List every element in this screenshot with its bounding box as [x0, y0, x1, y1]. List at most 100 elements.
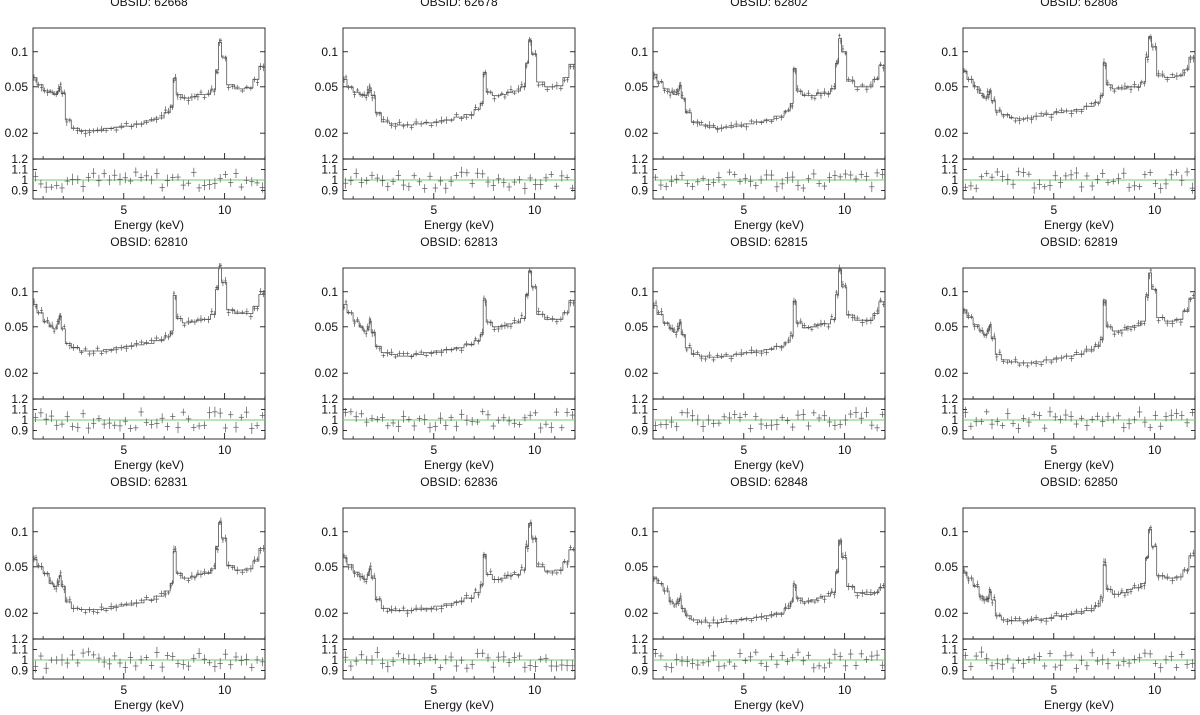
- spectrum-panel: OBSID: 62810 0.1 0.05 0.02 1.21.110.9 5 10 Ener…: [5, 235, 266, 472]
- ratio-tick-label: 1.1: [941, 403, 958, 417]
- x-tick-label: 5: [740, 203, 747, 217]
- ratio-tick-label: 1: [21, 173, 28, 187]
- spectrum-panel: OBSID: 62808 0.1 0.05 0.02 1.21.110.9 5 10 Ener…: [935, 0, 1196, 232]
- x-tick-label: 10: [218, 443, 232, 457]
- ratio-tick-label: 1.2: [11, 392, 28, 406]
- ratio-frame: [32, 158, 266, 200]
- x-axis-label: Energy (keV): [734, 698, 804, 712]
- ratio-tick-label: 0.9: [631, 664, 648, 678]
- x-tick-label: 10: [1148, 203, 1162, 217]
- y-tick-label: 0.1: [631, 525, 648, 539]
- spectrum-panel: OBSID: 62850 0.1 0.05 0.02 1.21.110.9 5 10 Ener…: [935, 475, 1196, 712]
- ratio-frame: [342, 638, 576, 680]
- ratio-frame: [342, 398, 576, 440]
- ratio-tick-label: 0.9: [941, 424, 958, 438]
- x-axis-label: Energy (keV): [424, 218, 494, 232]
- ratio-tick-label: 0.9: [321, 424, 338, 438]
- y-tick-label: 0.1: [321, 525, 338, 539]
- x-tick-label: 5: [430, 203, 437, 217]
- ratio-tick-label: 1: [331, 653, 338, 667]
- spectrum-frame: [342, 507, 576, 640]
- y-tick-label: 0.05: [5, 560, 29, 574]
- x-tick-label: 10: [838, 203, 852, 217]
- ratio-tick-label: 1.1: [11, 163, 28, 177]
- model-step-line: [963, 36, 1195, 120]
- y-tick-label: 0.05: [625, 320, 649, 334]
- x-tick-label: 5: [120, 683, 127, 697]
- y-tick-label: 0.1: [631, 45, 648, 59]
- ratio-tick-label: 1.2: [11, 152, 28, 166]
- y-tick-label: 0.02: [315, 606, 339, 620]
- panel-title: OBSID: 62810: [110, 235, 188, 249]
- ratio-tick-label: 1: [21, 653, 28, 667]
- spectrum-frame: [342, 267, 576, 400]
- model-step-line: [33, 522, 265, 610]
- x-axis-label: Energy (keV): [1044, 698, 1114, 712]
- spectrum-panel: OBSID: 62678 0.1 0.05 0.02 1.21.110.9 5 10 Ener…: [315, 0, 576, 232]
- ratio-tick-label: 1: [331, 173, 338, 187]
- ratio-tick-label: 1.1: [11, 403, 28, 417]
- y-tick-label: 0.05: [625, 560, 649, 574]
- y-tick-label: 0.02: [5, 126, 29, 140]
- x-tick-label: 10: [838, 683, 852, 697]
- x-tick-label: 10: [838, 443, 852, 457]
- model-step-line: [343, 523, 575, 612]
- y-tick-label: 0.1: [11, 285, 28, 299]
- ratio-tick-label: 1.1: [631, 643, 648, 657]
- ratio-tick-label: 1: [641, 173, 648, 187]
- x-tick-label: 5: [120, 203, 127, 217]
- y-tick-label: 0.02: [625, 126, 649, 140]
- ratio-frame: [652, 638, 886, 680]
- x-tick-label: 5: [740, 683, 747, 697]
- ratio-tick-label: 1.2: [321, 152, 338, 166]
- ratio-tick-label: 1: [951, 653, 958, 667]
- spectrum-frame: [32, 507, 266, 640]
- x-tick-label: 5: [120, 443, 127, 457]
- ratio-frame: [652, 158, 886, 200]
- y-tick-label: 0.1: [321, 45, 338, 59]
- y-tick-label: 0.1: [321, 285, 338, 299]
- x-axis-label: Energy (keV): [114, 218, 184, 232]
- model-step-line: [653, 38, 885, 129]
- spectrum-frame: [32, 27, 266, 160]
- x-tick-label: 10: [1148, 683, 1162, 697]
- spectrum-frame: [652, 27, 886, 160]
- ratio-tick-label: 0.9: [631, 424, 648, 438]
- ratio-frame: [962, 158, 1196, 200]
- ratio-tick-label: 1.1: [941, 643, 958, 657]
- ratio-tick-label: 1.2: [941, 392, 958, 406]
- spectrum-frame: [962, 507, 1196, 640]
- panel-title: OBSID: 62850: [1040, 475, 1118, 489]
- spectrum-frame: [652, 267, 886, 400]
- ratio-tick-label: 1.2: [631, 632, 648, 646]
- ratio-frame: [32, 398, 266, 440]
- x-tick-label: 5: [740, 443, 747, 457]
- model-step-line: [963, 528, 1195, 622]
- spectrum-panel: OBSID: 62831 0.1 0.05 0.02 1.21.110.9 5 10 Ener…: [5, 475, 266, 712]
- panel-title: OBSID: 62831: [110, 475, 188, 489]
- ratio-tick-label: 1: [331, 413, 338, 427]
- ratio-tick-label: 1: [641, 413, 648, 427]
- ratio-tick-label: 1.1: [941, 163, 958, 177]
- panel-title: OBSID: 62678: [420, 0, 498, 9]
- x-tick-label: 10: [218, 203, 232, 217]
- ratio-tick-label: 1.1: [321, 163, 338, 177]
- ratio-tick-label: 0.9: [941, 664, 958, 678]
- ratio-tick-label: 1.1: [631, 403, 648, 417]
- ratio-tick-label: 1.2: [941, 632, 958, 646]
- y-tick-label: 0.05: [5, 320, 29, 334]
- ratio-tick-label: 0.9: [11, 184, 28, 198]
- ratio-tick-label: 1.2: [631, 152, 648, 166]
- ratio-tick-label: 1.1: [321, 403, 338, 417]
- ratio-tick-label: 0.9: [631, 184, 648, 198]
- panel-title: OBSID: 62848: [730, 475, 808, 489]
- model-step-line: [653, 539, 885, 624]
- x-tick-label: 10: [528, 203, 542, 217]
- y-tick-label: 0.05: [315, 80, 339, 94]
- ratio-frame: [962, 398, 1196, 440]
- x-tick-label: 10: [528, 443, 542, 457]
- ratio-tick-label: 1.2: [631, 392, 648, 406]
- x-tick-label: 5: [430, 683, 437, 697]
- ratio-frame: [962, 638, 1196, 680]
- x-tick-label: 10: [1148, 443, 1162, 457]
